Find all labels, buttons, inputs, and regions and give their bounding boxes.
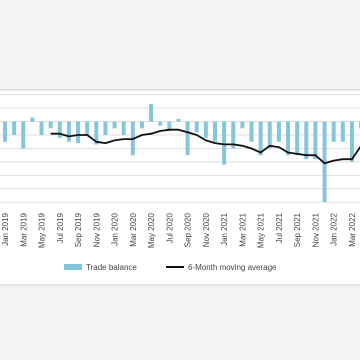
bar [48, 121, 53, 129]
bar [94, 121, 99, 145]
bar [258, 121, 263, 156]
x-tick-label: Mar 2019 [19, 212, 28, 246]
x-tick-label: Sep 2020 [184, 212, 193, 247]
x-tick-label: May 2021 [257, 212, 266, 248]
x-tick-label: May 2019 [38, 212, 47, 248]
bar [112, 121, 117, 129]
bar [286, 121, 291, 156]
x-tick-label: Jul 2019 [56, 212, 65, 243]
bar [12, 121, 17, 136]
bar [103, 121, 108, 136]
legend-label: Trade balance [86, 263, 137, 272]
bar [39, 121, 44, 136]
bar [331, 121, 336, 142]
x-tick-label: Nov 2021 [311, 212, 320, 247]
bar [185, 121, 190, 156]
bar [149, 104, 154, 122]
bar [85, 121, 90, 136]
x-tick-label: Sep 2021 [293, 212, 302, 247]
bar [21, 121, 26, 149]
bar [158, 121, 163, 126]
bar [231, 121, 236, 149]
bar [203, 121, 208, 138]
bar [76, 121, 81, 144]
bar [313, 121, 318, 160]
bar [139, 121, 144, 129]
x-tick-label: Sep 2019 [74, 212, 83, 247]
bar [57, 121, 62, 138]
bar [30, 117, 35, 122]
bar [295, 121, 300, 156]
bar [3, 121, 7, 142]
bar [167, 121, 172, 131]
moving-average-line [50, 128, 360, 165]
x-tick-label: Jul 2021 [275, 212, 284, 243]
x-tick-label: Jul 2020 [165, 212, 174, 243]
x-tick-label: Mar 2021 [238, 212, 247, 246]
bar [304, 121, 309, 160]
x-tick-label: Nov 2019 [92, 212, 101, 247]
legend-swatch [64, 264, 82, 270]
bar [176, 118, 181, 122]
bar [222, 121, 227, 165]
bar [194, 121, 199, 133]
x-tick-label: Jan 2019 [1, 212, 10, 245]
bar [349, 121, 354, 162]
x-tick-label: Mar 2020 [129, 212, 138, 246]
bar [276, 121, 281, 142]
bar [267, 121, 272, 149]
legend-label: 6-Month moving average [188, 263, 277, 272]
bar [340, 121, 345, 142]
bar [240, 121, 245, 129]
x-tick-label: Jan 2021 [220, 212, 229, 245]
bar [66, 121, 71, 142]
bar [249, 121, 254, 142]
x-tick-label: May 2020 [147, 212, 156, 248]
bar [212, 121, 217, 142]
x-tick-label: Nov 2020 [202, 212, 211, 247]
x-tick-label: Mar 2022 [348, 212, 357, 246]
x-tick-label: Jan 2022 [330, 212, 339, 245]
x-tick-label: Jan 2020 [111, 212, 120, 245]
bar [322, 121, 327, 203]
bar [121, 121, 126, 136]
